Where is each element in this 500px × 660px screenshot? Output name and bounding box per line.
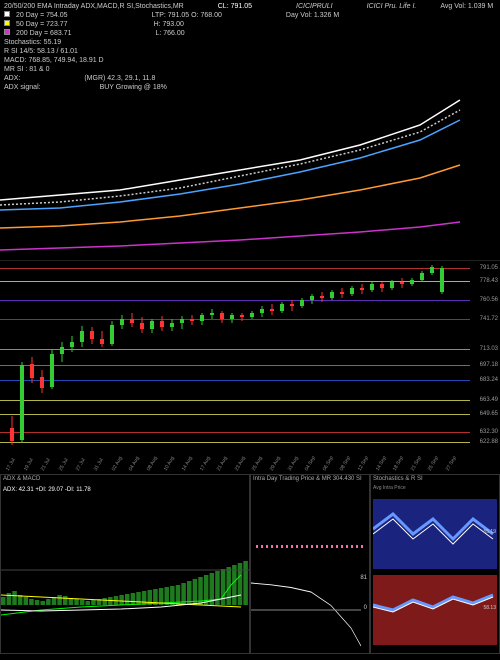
stoch2-tick: 58.13: [483, 605, 496, 611]
close-label: CL: 791.05: [218, 2, 252, 11]
price-y-axis: 791.05778.43760.56741.72713.03697.18683.…: [470, 261, 500, 450]
ema-200: 200 Day = 683.71: [16, 29, 71, 38]
stoch1-tick: 55.19: [483, 529, 496, 535]
ema-20: 20 Day = 754.05: [16, 11, 68, 20]
date-axis: 17 Jul19 Jul21 Jul25 Jul27 Jul31 Jul02 A…: [0, 450, 500, 474]
candlestick-panel: 791.05778.43760.56741.72713.03697.18683.…: [0, 260, 500, 450]
day-vol: Day Vol: 1.326 M: [286, 11, 339, 20]
intra-svg: [251, 475, 369, 653]
ltp-open: LTP: 791.05 O: 768.00: [152, 11, 222, 20]
swatch-200day: [4, 29, 10, 35]
stoch-sublabel: Avg Intra Price: [373, 485, 406, 491]
row1-left: 20/50/200 EMA Intraday ADX,MACD,R SI,Sto…: [4, 2, 184, 11]
low: L: 766.00: [155, 29, 184, 38]
ema-lines-svg: [0, 60, 470, 260]
swatch-20day: [4, 11, 10, 17]
intraday-panel: Intra Day Trading Price & MR 304.430 SI …: [250, 474, 370, 654]
adx-macd-panel: ADX & MACD ADX: 42.31 +DI: 29.07 -DI: 11…: [0, 474, 250, 654]
stoch-subpanel-2: 58.13: [373, 575, 497, 645]
adx-svg: [1, 475, 249, 653]
legend-header: 20/50/200 EMA Intraday ADX,MACD,R SI,Sto…: [0, 0, 500, 60]
symbol: ICICIPRULI: [296, 2, 333, 11]
ema-50: 50 Day = 723.77: [16, 20, 68, 29]
stochastics: Stochastics: 55.19: [4, 38, 61, 47]
price-panel: [0, 60, 500, 260]
avg-vol: Avg Vol: 1.039 M: [440, 2, 493, 11]
rsi: R SI 14/5: 58.13 / 61.01: [4, 47, 78, 56]
indicator-row: ADX & MACD ADX: 42.31 +DI: 29.07 -DI: 11…: [0, 474, 500, 654]
symbol-name: ICICI Pru. Life I.: [367, 2, 417, 11]
swatch-50day: [4, 20, 10, 26]
high: H: 793.00: [154, 20, 184, 29]
stoch-subpanel-1: 55.19: [373, 499, 497, 569]
stoch-title: Stochastics & R SI: [373, 476, 423, 482]
stochastics-panel: Stochastics & R SI Avg Intra Price 55.19…: [370, 474, 500, 654]
intra-y-0: 0: [364, 605, 367, 611]
intra-y-81: 81: [360, 575, 367, 581]
